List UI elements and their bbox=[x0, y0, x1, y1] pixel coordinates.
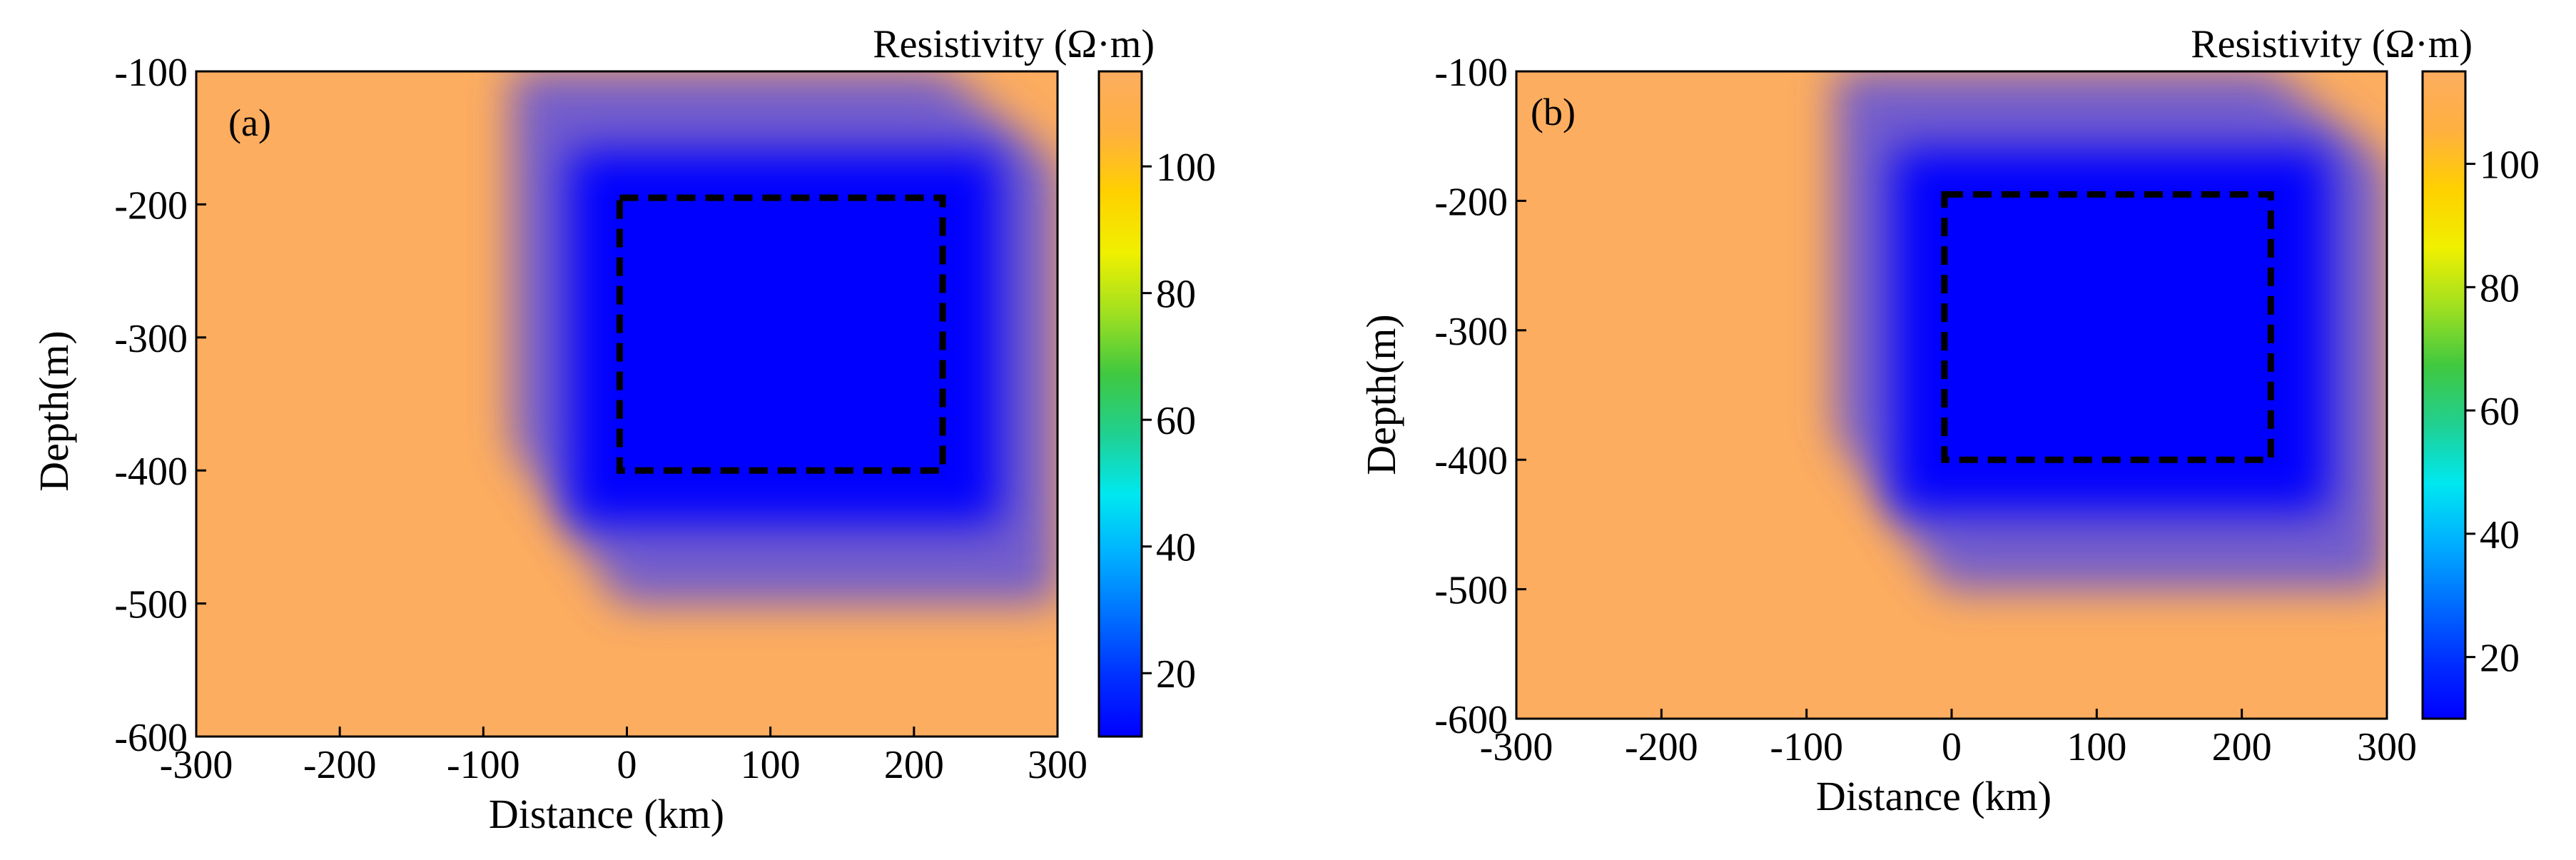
panel-b-xtick-label: 100 bbox=[2067, 725, 2126, 769]
panel-a: (a) -300 -200 -100 0 100 200 300 -100-200-300-… bbox=[31, 22, 1216, 837]
panel-b-label: (b) bbox=[1531, 91, 1576, 133]
panel-a-xtick-label: -200 bbox=[303, 743, 377, 787]
panel-a-ytick-label: -400 bbox=[114, 450, 188, 494]
panel-b-ylabel: Depth(m) bbox=[1358, 314, 1404, 475]
panel-a-ytick-label: -200 bbox=[114, 183, 188, 228]
panel-b-heatmap bbox=[1516, 71, 2387, 719]
panel-a-anomaly-core bbox=[627, 204, 943, 471]
panel-b-ytick-label: -100 bbox=[1434, 51, 1508, 95]
panel-b-ytick-label: -500 bbox=[1434, 569, 1508, 613]
panel-b-xtick-label: 300 bbox=[2357, 725, 2417, 769]
panel-a-colorbar-tick-label: 100 bbox=[1156, 146, 1216, 190]
panel-b-xtick-label: -300 bbox=[1480, 725, 1553, 769]
panel-b-colorbar-tick-label: 60 bbox=[2480, 390, 2520, 434]
panel-a-colorbar: 20 40 60 80 100 Resistivity (Ω·m) bbox=[873, 22, 1216, 738]
panel-a-xtick-label: 100 bbox=[741, 743, 801, 787]
panel-a-ytick-label: -600 bbox=[114, 716, 188, 760]
panel-a-colorbar-ramp bbox=[1097, 70, 1143, 738]
panel-a-dashed-box bbox=[616, 194, 946, 474]
panel-b: (b) -300 -200 -100 0 100 200 300 -100-200-300-… bbox=[1358, 22, 2540, 819]
panel-a-colorbar-tick-label: 60 bbox=[1156, 399, 1196, 443]
panel-b-yticks: -100 -200 -300 -400 -500 -600 bbox=[1434, 51, 1526, 742]
panel-b-ytick-label: -300 bbox=[1434, 310, 1508, 354]
panel-a-xlabel: Distance (km) bbox=[489, 791, 724, 837]
panel-b-colorbar-ticks: 20 40 60 80 100 bbox=[2465, 143, 2540, 681]
panel-a-colorbar-tick-label: 20 bbox=[1156, 652, 1196, 697]
panel-a-ytick-label: -100 bbox=[114, 51, 188, 95]
panel-a-xtick-label: 300 bbox=[1028, 743, 1087, 787]
panel-a-colorbar-title: Resistivity (Ω·m) bbox=[873, 22, 1155, 66]
panel-b-ytick-label: -200 bbox=[1434, 180, 1508, 224]
panel-b-xtick-label: -200 bbox=[1625, 725, 1698, 769]
panel-a-heatmap bbox=[196, 71, 1058, 737]
panel-a-xticks: -300 -200 -100 0 100 200 300 bbox=[160, 727, 1087, 787]
panel-a-label: (a) bbox=[228, 101, 271, 144]
panel-b-xtick-label: 200 bbox=[2212, 725, 2272, 769]
panel-b-colorbar-tick-label: 100 bbox=[2480, 143, 2540, 188]
panel-b-colorbar-title: Resistivity (Ω·m) bbox=[2191, 22, 2473, 66]
panel-b-colorbar-ramp bbox=[2421, 70, 2467, 720]
panel-a-xtick-label: -100 bbox=[447, 743, 520, 787]
panel-a-ytick-label: -500 bbox=[114, 583, 188, 627]
panel-a-colorbar-tick-label: 40 bbox=[1156, 526, 1196, 570]
panel-a-ylabel: Depth(m) bbox=[31, 330, 77, 492]
panel-b-colorbar-tick-label: 80 bbox=[2480, 266, 2520, 310]
panel-b-colorbar: 20 40 60 80 100 Resistivity (Ω·m) bbox=[2191, 22, 2540, 720]
panel-b-xlabel: Distance (km) bbox=[1816, 773, 2052, 819]
panel-b-xtick-label: -100 bbox=[1770, 725, 1843, 769]
panel-b-colorbar-tick-label: 40 bbox=[2480, 513, 2520, 557]
panel-b-anomaly-core bbox=[1952, 201, 2271, 460]
panel-b-ytick-label: -400 bbox=[1434, 439, 1508, 483]
panel-a-xtick-label: -300 bbox=[160, 743, 233, 787]
panel-b-colorbar-tick-label: 20 bbox=[2480, 637, 2520, 681]
panel-b-xtick-label: 0 bbox=[1942, 725, 1962, 769]
panel-a-colorbar-tick-label: 80 bbox=[1156, 273, 1196, 317]
panel-b-ytick-label: -600 bbox=[1434, 698, 1508, 742]
panel-a-xtick-label: 0 bbox=[617, 743, 637, 787]
panel-a-colorbar-ticks: 20 40 60 80 100 bbox=[1142, 146, 1216, 697]
panel-a-xtick-label: 200 bbox=[884, 743, 944, 787]
panel-b-dashed-box bbox=[1941, 191, 2274, 463]
panel-a-yticks: -100 -200 -300 -400 -500 -600 bbox=[114, 51, 206, 760]
panel-a-ytick-label: -300 bbox=[114, 317, 188, 361]
panel-b-xticks: -300 -200 -100 0 100 200 300 bbox=[1480, 709, 2417, 769]
